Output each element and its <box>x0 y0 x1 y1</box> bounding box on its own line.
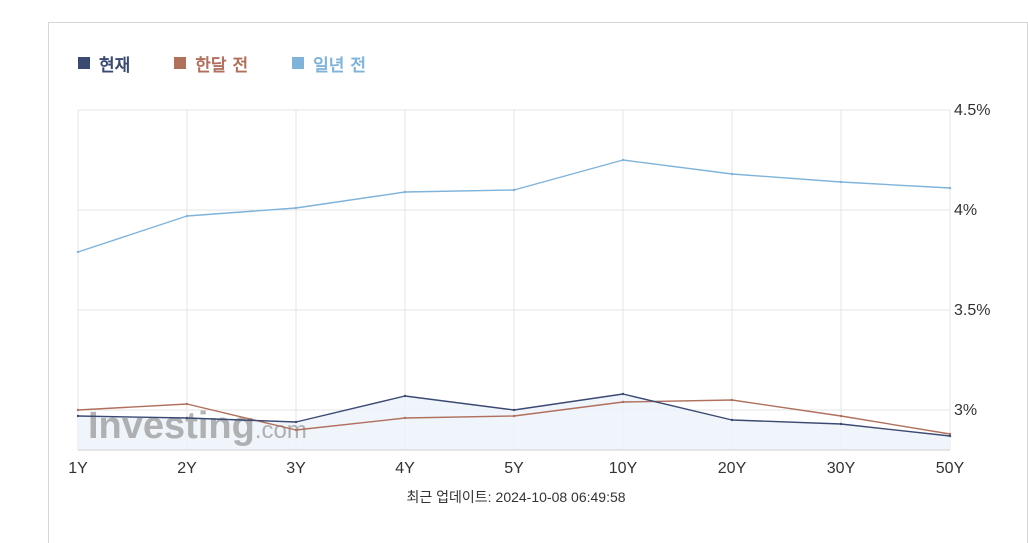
x-tick-label: 5Y <box>504 460 524 477</box>
series-point-1 <box>839 414 843 418</box>
series-point-1 <box>948 432 952 436</box>
legend-item-month-ago[interactable]: 한달 전 <box>174 51 248 76</box>
series-point-2 <box>185 214 189 218</box>
series-point-0 <box>403 394 407 398</box>
series-point-2 <box>948 186 952 190</box>
series-point-1 <box>294 428 298 432</box>
last-updated: 최근 업데이트: 2024-10-08 06:49:58 <box>0 487 1028 507</box>
series-point-0 <box>512 408 516 412</box>
series-point-1 <box>76 408 80 412</box>
x-tick-label: 10Y <box>609 460 638 477</box>
y-tick-label: 4% <box>954 202 977 219</box>
legend-swatch-current <box>78 57 90 69</box>
last-updated-timestamp: 2024-10-08 06:49:58 <box>495 489 626 505</box>
y-tick-label: 3% <box>954 402 977 419</box>
x-tick-label: 4Y <box>395 460 415 477</box>
series-point-0 <box>621 392 625 396</box>
series-point-2 <box>76 250 80 254</box>
last-updated-label: 최근 업데이트: <box>406 489 492 505</box>
legend-item-year-ago[interactable]: 일년 전 <box>292 51 366 76</box>
x-tick-label: 3Y <box>286 460 306 477</box>
legend-item-current[interactable]: 현재 <box>78 51 130 76</box>
series-point-2 <box>839 180 843 184</box>
yield-curve-chart: 4.5% 4% 3.5% 3% 1Y 2Y 3Y 4Y 5Y 10Y 20Y 30Y 50Y Invest… <box>68 102 990 477</box>
series-point-1 <box>621 400 625 404</box>
investing-watermark: Investing.com <box>88 405 307 447</box>
legend-swatch-month-ago <box>174 57 187 69</box>
series-point-0 <box>76 414 80 418</box>
x-tick-label: 20Y <box>718 460 747 477</box>
series-point-1 <box>185 402 189 406</box>
y-tick-label: 3.5% <box>954 302 990 319</box>
legend-label-month-ago: 한달 전 <box>195 55 249 76</box>
x-tick-label: 30Y <box>827 460 856 477</box>
legend-swatch-year-ago <box>292 57 305 69</box>
y-tick-label: 4.5% <box>954 102 990 119</box>
series-point-1 <box>730 398 734 402</box>
legend-label-year-ago: 일년 전 <box>313 55 366 76</box>
series-area-0 <box>78 394 950 450</box>
series-point-2 <box>512 188 516 192</box>
series-point-0 <box>294 420 298 424</box>
series-point-0 <box>839 422 843 426</box>
series-point-2 <box>294 206 298 210</box>
x-tick-label: 1Y <box>68 460 88 477</box>
series-point-0 <box>948 434 952 438</box>
series-point-0 <box>730 418 734 422</box>
series-point-1 <box>403 416 407 420</box>
series-point-2 <box>621 158 625 162</box>
x-tick-label: 2Y <box>177 460 197 477</box>
series-point-1 <box>512 414 516 418</box>
series-point-2 <box>403 190 407 194</box>
series-point-2 <box>730 172 734 176</box>
series-point-0 <box>185 416 189 420</box>
x-tick-label: 50Y <box>936 460 965 477</box>
legend-label-current: 현재 <box>99 55 131 76</box>
chart-legend: 현재 한달 전 일년 전 <box>78 50 410 76</box>
watermark-brand: Investing <box>88 405 255 447</box>
